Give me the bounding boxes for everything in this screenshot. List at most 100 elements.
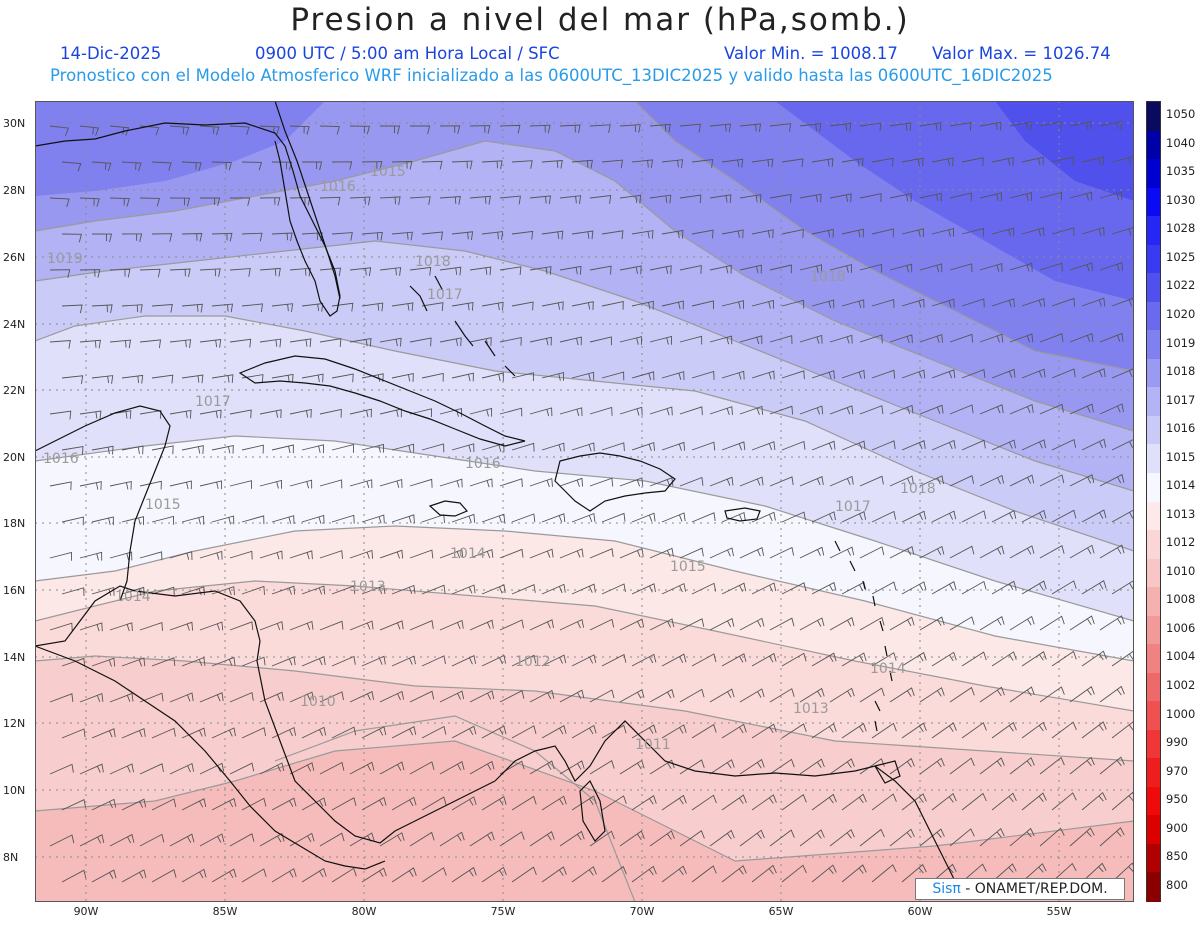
wind-barb: [1081, 721, 1107, 739]
chart-title: Presion a nivel del mar (hPa,somb.): [290, 2, 910, 38]
colorbar-label-1008: 1008: [1166, 592, 1196, 607]
wind-barb: [229, 833, 255, 847]
wind-barb: [241, 727, 267, 739]
wind-barb: [691, 441, 716, 451]
wind-barb: [889, 475, 914, 487]
wind-barb: [331, 867, 357, 883]
colorbar-segment-1004: [1147, 644, 1160, 674]
wind-barb: [61, 161, 82, 172]
coast-yucatan: [35, 405, 171, 602]
wind-barb: [859, 687, 885, 703]
colorbar-segment-1022: [1147, 273, 1160, 303]
colorbar-label-1002: 1002: [1166, 677, 1196, 692]
wind-barb: [961, 580, 987, 595]
wind-barb: [241, 868, 267, 883]
colorbar-label-970: 970: [1166, 763, 1188, 778]
wind-barb: [901, 651, 927, 667]
wind-barb: [289, 691, 314, 703]
wind-barb: [91, 233, 113, 243]
wind-barb: [829, 122, 852, 132]
colorbar-segment-1020: [1147, 301, 1160, 331]
wind-barb: [589, 265, 612, 275]
wind-barb: [319, 408, 342, 418]
colorbar-label-800: 800: [1166, 877, 1188, 892]
wind-barb: [181, 445, 204, 454]
wind-barb: [739, 264, 762, 274]
wind-barb: [979, 757, 1005, 775]
wind-barb: [1039, 545, 1065, 559]
wind-barb: [199, 550, 223, 560]
wind-barb: [931, 863, 957, 883]
wind-barb: [781, 652, 807, 667]
wind-barb: [1039, 756, 1065, 775]
wind-barb: [439, 690, 465, 703]
wind-barb: [391, 655, 416, 667]
wind-barb: [181, 233, 203, 242]
wind-barb: [991, 651, 1017, 667]
wind-barb: [769, 335, 793, 344]
wind-barb: [751, 299, 775, 309]
wind-barb: [319, 267, 342, 277]
wind-barb: [481, 796, 507, 811]
wind-barb: [409, 761, 435, 775]
wind-barb: [679, 194, 702, 204]
wind-barb: [331, 161, 353, 170]
colorbar-segment-990: [1147, 729, 1160, 759]
wind-barb: [589, 760, 615, 775]
wind-barb: [349, 196, 371, 206]
wind-barb: [811, 299, 835, 309]
wind-barb: [811, 864, 837, 883]
wind-barb: [649, 688, 675, 703]
wind-barb: [961, 863, 987, 883]
wind-barb: [61, 869, 87, 883]
wind-barb: [451, 160, 473, 170]
wind-barb: [841, 511, 867, 523]
wind-barb: [559, 265, 582, 275]
wind-barb: [451, 796, 477, 811]
wind-barb: [961, 227, 985, 237]
wind-barb: [439, 478, 463, 488]
wind-barb: [151, 445, 174, 455]
wind-barb: [421, 867, 447, 883]
wind-barb: [589, 689, 615, 703]
wind-barb: [49, 693, 74, 703]
wind-barb: [481, 372, 504, 382]
wind-barb: [691, 229, 714, 239]
wind-barb: [1099, 685, 1125, 703]
forecast-date: 14-Dic-2025: [60, 44, 162, 63]
colorbar-label-1014: 1014: [1166, 478, 1196, 493]
wind-barb: [469, 407, 493, 417]
wind-barb: [79, 763, 104, 775]
wind-barb: [571, 724, 597, 739]
pressure-map[interactable]: 1019 1018 1017 1016 1015 1014 1013 1012 …: [35, 101, 1134, 902]
wind-barb: [571, 159, 593, 169]
colorbar-segment-970: [1147, 758, 1160, 788]
wind-barb: [241, 444, 264, 454]
wind-barb: [1051, 438, 1077, 451]
wind-barb: [679, 476, 704, 487]
wind-barb: [391, 584, 416, 595]
wind-barb: [499, 478, 523, 488]
wind-barb: [331, 797, 357, 811]
wind-barb: [271, 373, 294, 383]
colorbar-segment-1019: [1147, 330, 1160, 360]
wind-barb: [331, 585, 356, 595]
wind-barb: [421, 302, 444, 311]
wind-barb: [499, 124, 521, 134]
wind-barb: [1111, 368, 1134, 379]
coast-lesser-antilles: [834, 540, 893, 732]
wind-barb: [1069, 262, 1093, 272]
wind-barb: [931, 651, 957, 667]
wind-barb: [931, 439, 956, 451]
wind-barb: [361, 655, 386, 667]
wind-barb: [481, 443, 505, 452]
isobar-label-1017-b: 1017: [195, 394, 231, 410]
wind-barb: [301, 797, 327, 811]
wind-barb: [109, 833, 135, 847]
wind-barb: [709, 617, 735, 631]
wind-barb: [361, 867, 387, 883]
wind-barb: [151, 304, 173, 313]
wind-barb: [289, 409, 312, 418]
wind-barb: [919, 263, 943, 273]
wind-barb: [979, 333, 1004, 343]
